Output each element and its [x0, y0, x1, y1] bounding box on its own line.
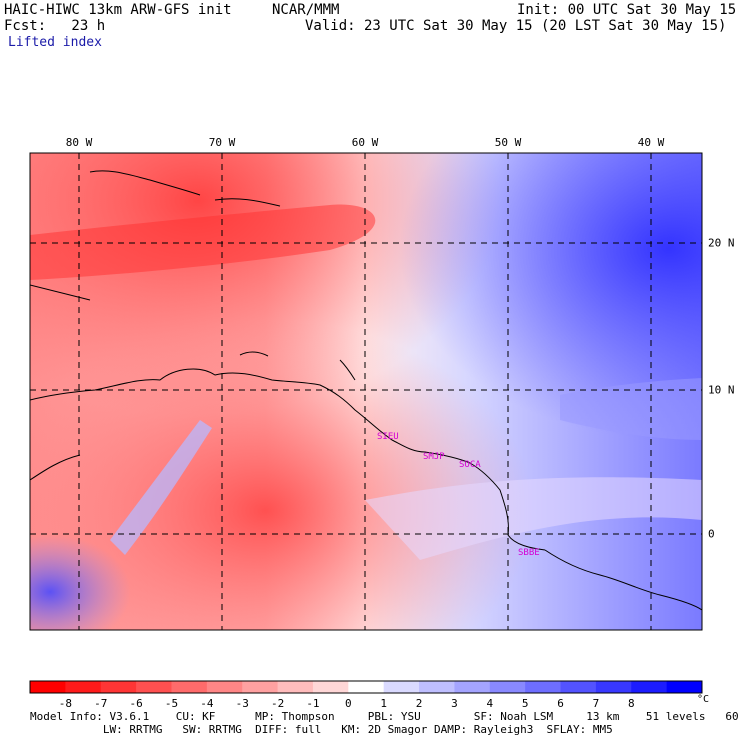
lifted-index-field [30, 153, 702, 630]
colorbar-unit: °C [697, 694, 710, 705]
graticule [30, 153, 702, 630]
colorbar-tick-label: -6 [129, 697, 143, 710]
colorbar-swatch [560, 681, 597, 693]
colorbar-swatch [171, 681, 208, 693]
colorbar-swatch [666, 681, 703, 693]
colorbar-tick-label: 4 [486, 697, 494, 710]
colorbar-tick-label: 7 [592, 697, 600, 710]
station-sieu: SIEU [377, 432, 399, 442]
colorbar-swatch [348, 681, 385, 693]
colorbar-tick-label: -3 [235, 697, 249, 710]
colorbar-swatch [419, 681, 455, 693]
colorbar-swatch [242, 681, 279, 693]
colorbar-swatch [489, 681, 526, 693]
lon-label-80w: 80 W [65, 136, 93, 149]
lon-label-40w: 40 W [637, 136, 665, 149]
colorbar-swatch [525, 681, 562, 693]
colorbar-swatch [206, 681, 243, 693]
colorbar-tick-label: 2 [415, 697, 423, 710]
lon-label-50w: 50 W [494, 136, 522, 149]
colorbar-swatch [136, 681, 172, 693]
colorbar-swatch [595, 681, 632, 693]
colorbar-tick-label: -4 [200, 697, 214, 710]
colorbar-swatch [454, 681, 491, 693]
lon-label-70w: 70 W [208, 136, 236, 149]
colorbar-swatch [383, 681, 420, 693]
lat-label-0: 0 [708, 527, 715, 541]
model-title: HAIC-HIWC 13km ARW-GFS init [4, 2, 232, 18]
colorbar-tick-label: -1 [306, 697, 320, 710]
station-soca: SOCA [459, 460, 481, 470]
colorbar-frame [29, 680, 703, 694]
colorbar-tick-label: -5 [164, 697, 179, 710]
colorbar-swatch [312, 681, 349, 693]
station-sbbe: SBBE [518, 548, 540, 558]
colorbar-tick-label: 3 [451, 697, 458, 710]
coastlines [30, 170, 702, 611]
colorbar-swatch [65, 681, 102, 693]
valid-time: Valid: 23 UTC Sat 30 May 15 (20 LST Sat … [305, 18, 727, 34]
colorbar [29, 680, 703, 694]
colorbar-tick-label: 6 [557, 697, 564, 710]
colorbar-tick-label: 0 [345, 697, 352, 710]
model-info-line1: Model Info: V3.6.1 CU: KF MP: Thompson P… [30, 710, 740, 723]
station-smjp: SMJP [423, 452, 445, 462]
colorbar-tick-label: -8 [58, 697, 72, 710]
colorbar-swatch [277, 681, 314, 693]
lat-label-10n: 10 N [708, 383, 735, 397]
org-label: NCAR/MMM [272, 2, 340, 18]
colorbar-tick-label: 5 [521, 697, 529, 710]
colorbar-swatch [631, 681, 668, 693]
colorbar-swatch [100, 681, 137, 693]
map-frame [29, 152, 703, 631]
init-time: Init: 00 UTC Sat 30 May 15 [517, 2, 737, 18]
colorbar-tick-label: -7 [94, 697, 108, 710]
colorbar-tick-label: -2 [270, 697, 285, 710]
colorbar-tick-label: 1 [380, 697, 387, 710]
lat-label-20n: 20 N [708, 236, 735, 250]
colorbar-tick-label: 8 [627, 697, 635, 710]
forecast-hour: Fcst: 23 h [4, 18, 106, 34]
colorbar-swatch [30, 681, 66, 693]
field-name: Lifted index [8, 35, 102, 50]
model-info-line2: LW: RRTMG SW: RRTMG DIFF: full KM: 2D Sm… [30, 723, 613, 736]
lon-label-60w: 60 W [351, 136, 379, 149]
